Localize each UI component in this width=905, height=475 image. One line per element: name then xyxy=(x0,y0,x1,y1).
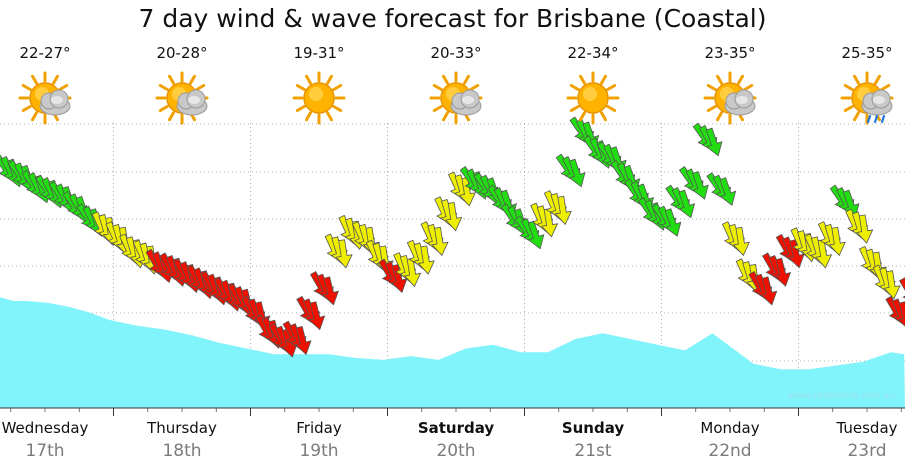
wind-arrow xyxy=(321,276,339,306)
day-date: 18th xyxy=(162,441,202,461)
wind-arrow xyxy=(705,127,723,157)
partly-cloudy-icon xyxy=(15,70,75,128)
day-temperature: 20-28° xyxy=(156,44,208,62)
day-date: 17th xyxy=(25,441,65,461)
wind-arrow xyxy=(899,277,905,305)
wind-arrow xyxy=(787,239,805,269)
day-temperature: 19-31° xyxy=(293,44,345,62)
wave-height-area xyxy=(0,297,905,408)
day-date: 22nd xyxy=(708,441,752,461)
wind-arrow xyxy=(554,195,572,226)
watermark: www.seabreeze.com.au xyxy=(788,391,895,401)
day-temperature: 23-35° xyxy=(704,44,756,62)
partly-cloudy-icon xyxy=(426,70,486,128)
wind-arrow xyxy=(335,239,353,269)
wind-arrow xyxy=(774,257,792,287)
day-date: 21st xyxy=(574,441,612,461)
day-temperature: 25-35° xyxy=(841,44,893,62)
x-axis xyxy=(0,407,905,416)
wind-arrow xyxy=(719,177,737,206)
day-name: Thursday xyxy=(147,419,217,437)
partly-cloudy-icon xyxy=(700,70,760,128)
wind-arrow xyxy=(883,270,901,300)
wind-arrow xyxy=(678,189,696,219)
storm-icon xyxy=(837,70,897,128)
wind-arrow xyxy=(417,245,435,275)
wind-arrow xyxy=(760,276,778,306)
wind-arrow xyxy=(431,226,449,257)
wind-arrow xyxy=(664,208,682,237)
wind-arrow xyxy=(692,171,709,200)
wind-arrow xyxy=(828,226,846,257)
partly-cloudy-icon xyxy=(152,70,212,128)
wind-arrow xyxy=(308,301,326,331)
day-name: Monday xyxy=(700,419,760,437)
wind-arrow xyxy=(897,301,905,331)
day-date: 23rd xyxy=(847,441,887,461)
wind-arrows xyxy=(0,116,905,358)
sunny-icon xyxy=(563,70,623,128)
day-name: Sunday xyxy=(561,419,625,437)
day-name: Saturday xyxy=(417,419,495,437)
day-date: 19th xyxy=(299,441,339,461)
day-temperature: 20-33° xyxy=(430,44,482,62)
wind-arrow xyxy=(445,202,463,232)
sunny-icon xyxy=(289,70,349,128)
day-temperature: 22-27° xyxy=(19,44,71,62)
day-name: Tuesday xyxy=(836,419,898,437)
day-temperature: 22-34° xyxy=(567,44,619,62)
day-date: 20th xyxy=(436,441,476,461)
day-name: Wednesday xyxy=(1,419,89,437)
wind-arrow xyxy=(568,158,586,188)
wind-arrow xyxy=(732,226,750,257)
chart-title: 7 day wind & wave forecast for Brisbane … xyxy=(138,4,767,33)
wind-arrow xyxy=(294,326,312,356)
day-name: Friday xyxy=(296,419,342,437)
wind-arrow xyxy=(390,264,408,294)
wind-arrow xyxy=(856,214,874,244)
